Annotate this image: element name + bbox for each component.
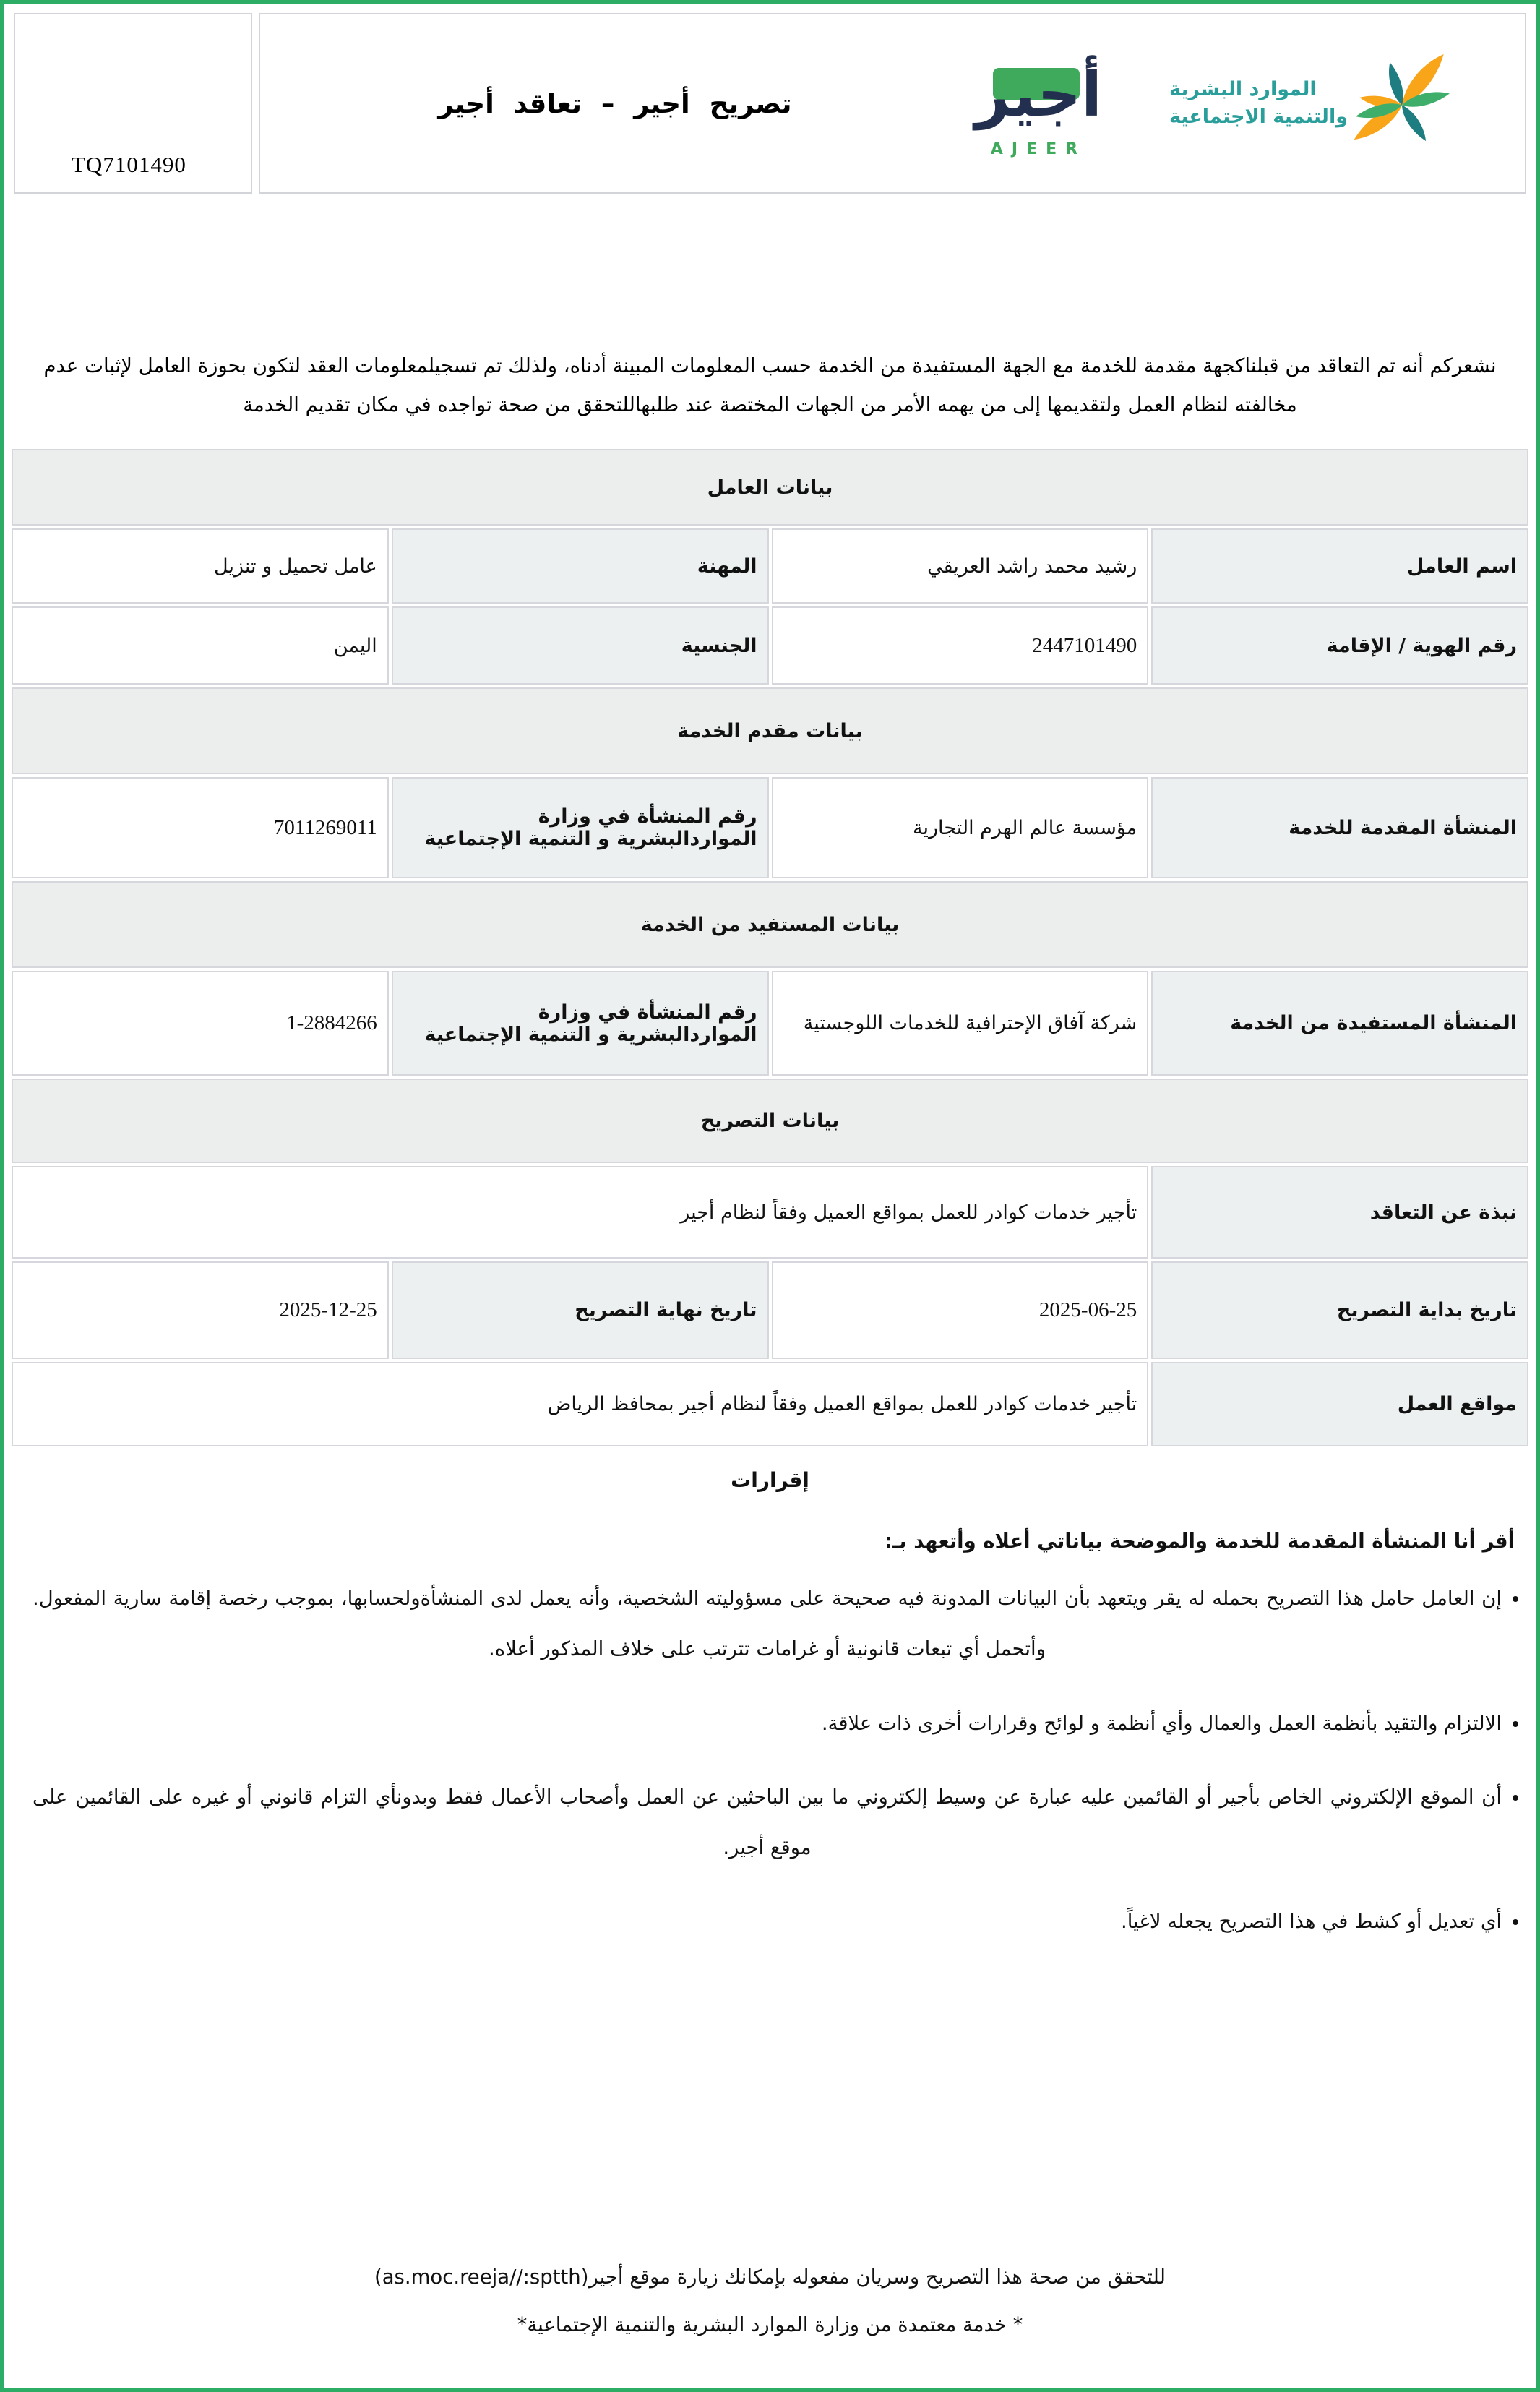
ajeer-logo-green-accent (992, 67, 1080, 100)
verify-text: للتحقق من صحة هذا التصريح وسريان مفعوله … (588, 2265, 1166, 2289)
table-row: المنشأة المستفيدة من الخدمة شركة آفاق ال… (12, 971, 1528, 1076)
intro-paragraph: نشعركم أنه تم التعاقد من قبلناكجهة مقدمة… (43, 354, 1497, 416)
ministry-logo: الموارد البشرية والتنمية الاجتماعية (1165, 46, 1456, 161)
table-row: المنشأة المقدمة للخدمة مؤسسة عالم الهرم … (12, 777, 1528, 879)
provider-est-label: المنشأة المقدمة للخدمة (1151, 777, 1528, 879)
contract-about-label: نبذة عن التعاقد (1151, 1166, 1528, 1259)
table-row: اسم العامل رشيد محمد راشد العريقي المهنة… (12, 528, 1528, 604)
ajeer-logo-latin: AJEER (990, 140, 1087, 158)
beneficiary-est-label: المنشأة المستفيدة من الخدمة (1151, 971, 1528, 1076)
header: TQ7101490 (14, 13, 1526, 194)
table-row: مواقع العمل تأجير خدمات كوادر للعمل بموا… (12, 1362, 1528, 1447)
declaration-item: الالتزام والتقيد بأنظمة العمل والعمال وأ… (33, 1698, 1502, 1749)
declaration-item: إن العامل حامل هذا التصريح بحمله له يقر … (33, 1573, 1502, 1674)
ministry-name-line1: الموارد البشرية (1169, 78, 1317, 101)
work-locations-value: تأجير خدمات كوادر للعمل بمواقع العميل وف… (12, 1362, 1149, 1447)
title-logo-box: الموارد البشرية والتنمية الاجتماعية أجير… (259, 13, 1526, 194)
section-header-row: بيانات المستفيد من الخدمة (12, 881, 1528, 969)
footer: للتحقق من صحة هذا التصريح وسريان مفعوله … (4, 2265, 1536, 2361)
ministry-name-line2: والتنمية الاجتماعية (1169, 106, 1348, 128)
id-number-value: 2447101490 (771, 606, 1149, 685)
table-row: رقم الهوية / الإقامة 2447101490 الجنسية … (12, 606, 1528, 685)
end-date-label: تاريخ نهاية التصريح (391, 1261, 769, 1360)
declarations-list: إن العامل حامل هذا التصريح بحمله له يقر … (4, 1573, 1536, 1947)
start-date-value: 2025-06-25 (771, 1261, 1149, 1360)
page-title: تصريح أجير – تعاقد أجير (438, 87, 792, 119)
permit-number-box: TQ7101490 (14, 13, 252, 194)
start-date-label: تاريخ بداية التصريح (1151, 1261, 1528, 1360)
provider-number-value: 7011269011 (12, 777, 389, 879)
ministry-name: الموارد البشرية والتنمية الاجتماعية (1169, 76, 1348, 131)
ministry-palm-icon (1354, 54, 1450, 142)
permit-number: TQ7101490 (72, 152, 186, 177)
verify-url: (as.moc.reeja//:sptth) (374, 2265, 589, 2289)
declaration-item: أن الموقع الإلكتروني الخاص بأجير أو القا… (33, 1772, 1502, 1873)
beneficiary-number-label: رقم المنشأة في وزارة المواردالبشرية و ال… (391, 971, 769, 1076)
id-number-label: رقم الهوية / الإقامة (1151, 606, 1528, 685)
provider-est-value: مؤسسة عالم الهرم التجارية (771, 777, 1149, 879)
nationality-value: اليمن (12, 606, 389, 685)
table-row: نبذة عن التعاقد تأجير خدمات كوادر للعمل … (12, 1166, 1528, 1259)
permit-section-title: بيانات التصريح (12, 1079, 1528, 1164)
ajeer-logo: أجير AJEER (955, 49, 1122, 158)
work-locations-label: مواقع العمل (1151, 1362, 1528, 1447)
profession-value: عامل تحميل و تنزيل (12, 528, 389, 604)
beneficiary-section-title: بيانات المستفيد من الخدمة (12, 881, 1528, 969)
beneficiary-number-value: 1-2884266 (12, 971, 389, 1076)
ajeer-logo-arabic: أجير (975, 59, 1102, 130)
worker-name-label: اسم العامل (1151, 528, 1528, 604)
contract-about-value: تأجير خدمات كوادر للعمل بمواقع العميل وف… (12, 1166, 1149, 1259)
declarations-title: إقرارات (731, 1468, 809, 1493)
section-header-row: بيانات العامل (12, 449, 1528, 526)
provider-section-title: بيانات مقدم الخدمة (12, 687, 1528, 775)
declaration-item: أي تعديل أو كشط في هذا التصريح يجعله لاغ… (33, 1896, 1502, 1947)
provider-number-label: رقم المنشأة في وزارة المواردالبشرية و ال… (391, 777, 769, 879)
worker-name-value: رشيد محمد راشد العريقي (771, 528, 1149, 604)
table-row: تاريخ بداية التصريح 2025-06-25 تاريخ نها… (12, 1261, 1528, 1360)
end-date-value: 2025-12-25 (12, 1261, 389, 1360)
beneficiary-est-value: شركة آفاق الإحترافية للخدمات اللوجستية (771, 971, 1149, 1076)
section-header-row: بيانات التصريح (12, 1079, 1528, 1164)
verify-line: للتحقق من صحة هذا التصريح وسريان مفعوله … (4, 2265, 1536, 2289)
worker-section-title: بيانات العامل (12, 449, 1528, 526)
nationality-label: الجنسية (391, 606, 769, 685)
declarations-intro: أقر أنا المنشأة المقدمة للخدمة والموضحة … (885, 1530, 1515, 1553)
accredited-line: * خدمة معتمدة من وزارة الموارد البشرية و… (517, 2313, 1023, 2336)
section-header-row: بيانات مقدم الخدمة (12, 687, 1528, 775)
profession-label: المهنة (391, 528, 769, 604)
permit-table: بيانات العامل اسم العامل رشيد محمد راشد … (9, 446, 1531, 1449)
